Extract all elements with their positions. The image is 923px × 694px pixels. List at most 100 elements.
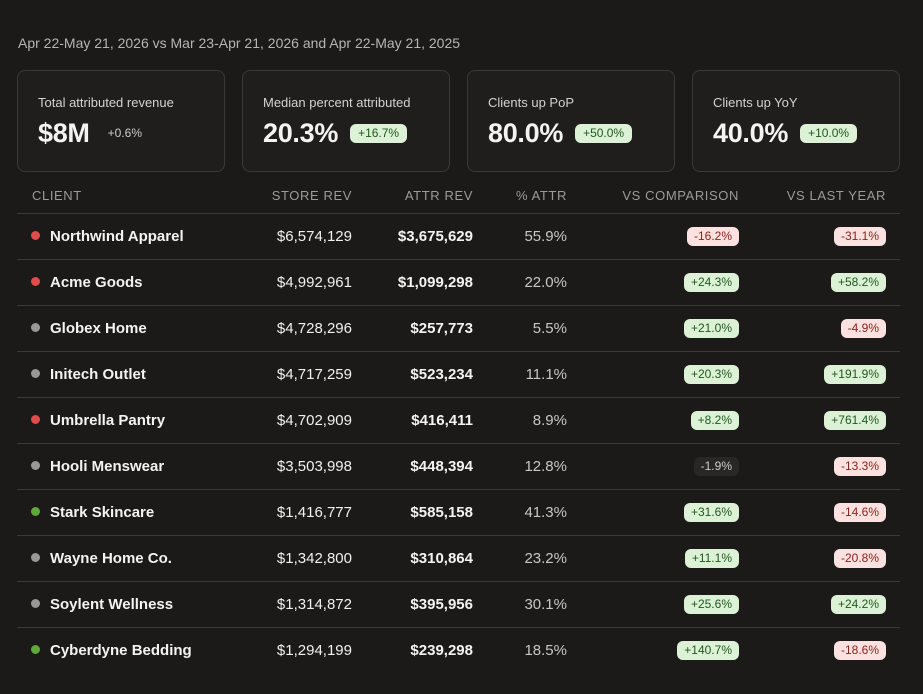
client-name[interactable]: Umbrella Pantry	[50, 412, 166, 429]
pct-attr-cell: 23.2%	[473, 535, 567, 582]
vs-comparison-badge: +31.6%	[683, 503, 739, 522]
attr-rev-cell: $395,956	[352, 581, 473, 628]
date-range-label: Apr 22-May 21, 2026 vs Mar 23-Apr 21, 20…	[18, 35, 461, 51]
vs-last-year-badge: -13.3%	[833, 457, 886, 476]
vs-last-year-cell: -31.1%	[739, 213, 900, 260]
vs-last-year-cell: -4.9%	[739, 305, 900, 352]
attr-rev-cell: $310,864	[352, 535, 473, 582]
store-rev-cell: $1,342,800	[228, 535, 352, 582]
table-row[interactable]: Globex Home $4,728,296 $257,773 5.5% +21.0% -…	[17, 305, 900, 352]
client-cell: Northwind Apparel	[17, 213, 228, 260]
store-rev-cell: $6,574,129	[228, 213, 352, 260]
client-cell: Acme Goods	[17, 259, 228, 306]
status-dot	[31, 415, 40, 424]
column-header-vs-last-year[interactable]: VS LAST YEAR	[739, 178, 900, 214]
vs-comparison-badge: +8.2%	[690, 411, 739, 430]
vs-last-year-badge: -20.8%	[833, 549, 886, 568]
card-label: Clients up YoY	[713, 95, 798, 110]
client-name[interactable]: Northwind Apparel	[50, 228, 184, 245]
status-dot	[31, 553, 40, 562]
vs-last-year-cell: -20.8%	[739, 535, 900, 582]
vs-comparison-badge: +140.7%	[677, 641, 739, 660]
pct-attr-cell: 22.0%	[473, 259, 567, 306]
card-delta: +0.6%	[107, 126, 142, 140]
table-row[interactable]: Hooli Menswear $3,503,998 $448,394 12.8% -1.…	[17, 443, 900, 490]
table-row[interactable]: Soylent Wellness $1,314,872 $395,956 30.1% +…	[17, 581, 900, 628]
vs-last-year-cell: +24.2%	[739, 581, 900, 628]
vs-comparison-badge: +20.3%	[683, 365, 739, 384]
pct-attr-cell: 41.3%	[473, 489, 567, 536]
table-header-row: CLIENT STORE REV ATTR REV % ATTR VS COMP…	[17, 178, 900, 214]
client-cell: Umbrella Pantry	[17, 397, 228, 444]
vs-last-year-badge: +191.9%	[824, 365, 886, 384]
vs-last-year-badge: -4.9%	[840, 319, 886, 338]
vs-comparison-cell: +31.6%	[567, 489, 739, 536]
client-name[interactable]: Wayne Home Co.	[50, 550, 172, 567]
attr-rev-cell: $1,099,298	[352, 259, 473, 306]
card-label: Total attributed revenue	[38, 95, 174, 110]
client-cell: Initech Outlet	[17, 351, 228, 398]
vs-comparison-badge: -1.9%	[693, 457, 739, 476]
vs-last-year-cell: -14.6%	[739, 489, 900, 536]
client-name[interactable]: Acme Goods	[50, 274, 143, 291]
pct-attr-cell: 30.1%	[473, 581, 567, 628]
table-row[interactable]: Cyberdyne Bedding $1,294,199 $239,298 18.5%…	[17, 628, 900, 674]
vs-last-year-badge: -18.6%	[833, 641, 886, 660]
card-delta-badge: +16.7%	[350, 123, 408, 143]
vs-last-year-cell: +58.2%	[739, 259, 900, 306]
client-name[interactable]: Stark Skincare	[50, 504, 155, 521]
table-row[interactable]: Stark Skincare $1,416,777 $585,158 41.3% +31…	[17, 489, 900, 536]
vs-last-year-cell: -13.3%	[739, 443, 900, 490]
column-header-client[interactable]: CLIENT	[17, 178, 228, 214]
vs-last-year-badge: +24.2%	[830, 595, 886, 614]
table-row[interactable]: Northwind Apparel $6,574,129 $3,675,629 55.…	[17, 213, 900, 260]
vs-last-year-cell: -18.6%	[739, 628, 900, 674]
attr-rev-cell: $448,394	[352, 443, 473, 490]
attr-rev-cell: $3,675,629	[352, 213, 473, 260]
table-body: Northwind Apparel $6,574,129 $3,675,629 55.…	[17, 213, 900, 674]
status-dot	[31, 645, 40, 654]
client-name[interactable]: Globex Home	[50, 320, 147, 337]
table-row[interactable]: Wayne Home Co. $1,342,800 $310,864 23.2% +11…	[17, 535, 900, 582]
table-row[interactable]: Umbrella Pantry $4,702,909 $416,411 8.9% +8.…	[17, 397, 900, 444]
client-cell: Globex Home	[17, 305, 228, 352]
vs-comparison-cell: +25.6%	[567, 581, 739, 628]
card-delta-badge: +10.0%	[800, 123, 858, 143]
column-header-store-rev[interactable]: STORE REV	[228, 178, 352, 214]
vs-comparison-cell: +24.3%	[567, 259, 739, 306]
vs-comparison-cell: -1.9%	[567, 443, 739, 490]
client-name[interactable]: Initech Outlet	[50, 366, 146, 383]
card-total-attributed-revenue: Total attributed revenue $8M +0.6%	[17, 70, 225, 172]
vs-last-year-badge: -31.1%	[833, 227, 886, 246]
pct-attr-cell: 12.8%	[473, 443, 567, 490]
column-header-vs-comparison[interactable]: VS COMPARISON	[567, 178, 739, 214]
status-dot	[31, 599, 40, 608]
vs-comparison-badge: +11.1%	[684, 549, 739, 568]
column-header-pct-attr[interactable]: % ATTR	[473, 178, 567, 214]
client-name[interactable]: Soylent Wellness	[50, 596, 174, 613]
store-rev-cell: $1,294,199	[276, 642, 352, 659]
vs-last-year-cell: +191.9%	[739, 351, 900, 398]
vs-comparison-badge: +24.3%	[683, 273, 739, 292]
card-label: Clients up PoP	[488, 95, 574, 110]
summary-cards: Total attributed revenue $8M +0.6% Media…	[17, 70, 900, 172]
status-dot	[31, 461, 40, 470]
card-clients-up-pop: Clients up PoP 80.0% +50.0%	[467, 70, 675, 172]
vs-last-year-badge: +58.2%	[830, 273, 886, 292]
client-name[interactable]: Hooli Menswear	[50, 458, 165, 475]
table-row[interactable]: Initech Outlet $4,717,259 $523,234 11.1% +20…	[17, 351, 900, 398]
client-cell: Stark Skincare	[17, 489, 228, 536]
attr-rev-cell: $585,158	[352, 489, 473, 536]
pct-attr-cell: 55.9%	[473, 213, 567, 260]
card-delta-badge: +50.0%	[575, 123, 633, 143]
client-name[interactable]: Cyberdyne Bedding	[50, 642, 192, 659]
column-header-attr-rev[interactable]: ATTR REV	[352, 178, 473, 214]
card-value: 80.0%	[488, 118, 564, 148]
attr-rev-cell: $239,298	[410, 642, 473, 659]
status-dot	[31, 323, 40, 332]
clients-table: CLIENT STORE REV ATTR REV % ATTR VS COMP…	[17, 178, 900, 673]
vs-comparison-cell: +20.3%	[567, 351, 739, 398]
table-row[interactable]: Acme Goods $4,992,961 $1,099,298 22.0% +24.3…	[17, 259, 900, 306]
card-value: $8M	[38, 118, 90, 148]
client-cell: Cyberdyne Bedding	[17, 628, 228, 674]
